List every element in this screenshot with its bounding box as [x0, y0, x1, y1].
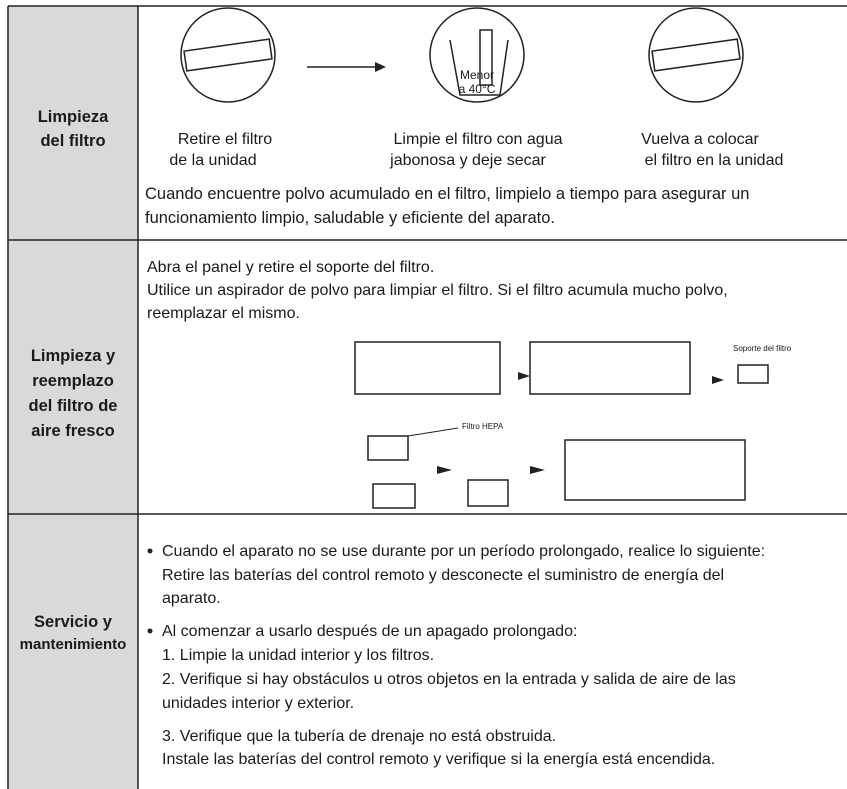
bullet-text: 3. Verifique que la tubería de drenaje n…	[162, 728, 557, 745]
paragraph: Utilice un aspirador de polvo para limpi…	[147, 282, 728, 299]
bullet-text: 1. Limpie la unidad interior y los filtr…	[162, 647, 435, 664]
caption: el filtro en la unidad	[644, 152, 784, 169]
row-label: del filtro	[40, 132, 106, 150]
row-label: reemplazo	[32, 372, 114, 390]
row-label: Limpieza y	[30, 347, 116, 365]
inset-text: a 40°C	[458, 82, 496, 96]
caption: Limpie el filtro con agua	[393, 131, 563, 148]
caption: Vuelva a colocar	[641, 131, 759, 148]
bullet-text: unidades interior y exterior.	[162, 695, 355, 712]
caption: de la unidad	[169, 152, 257, 169]
bullet-text: 2. Verifique si hay obstáculos u otros o…	[162, 671, 736, 688]
paragraph: funcionamiento limpio, saludable y efici…	[145, 209, 556, 227]
row-label: aire fresco	[31, 422, 115, 440]
row-label: mantenimiento	[19, 636, 127, 653]
bullet-text: aparato.	[162, 590, 221, 607]
bullet-text: Al comenzar a usarlo después de un apaga…	[162, 623, 578, 640]
inset-text: Menor	[459, 68, 495, 82]
callout: Filtro HEPA	[462, 422, 504, 431]
paragraph: Abra el panel y retire el soporte del fi…	[147, 259, 435, 276]
bullet-text: Retire las baterías del control remoto y…	[162, 567, 725, 584]
callout: Soporte del filtro	[733, 344, 792, 353]
bullet-text: Cuando el aparato no se use durante por …	[162, 543, 766, 560]
caption: Retire el filtro	[177, 131, 273, 148]
row-label: Servicio y	[34, 613, 112, 631]
caption: jabonosa y deje secar	[390, 152, 546, 169]
row-label: Limpieza	[37, 108, 109, 126]
paragraph: reemplazar el mismo.	[147, 305, 300, 322]
row-label: del filtro de	[28, 397, 118, 415]
bullet-text: Instale las baterías del control remoto …	[162, 751, 716, 768]
paragraph: Cuando encuentre polvo acumulado en el f…	[145, 185, 750, 203]
